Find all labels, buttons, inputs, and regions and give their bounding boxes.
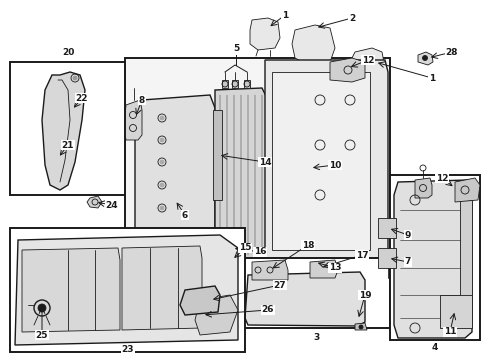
Text: 23: 23 — [122, 346, 134, 355]
Polygon shape — [417, 52, 432, 65]
Text: 25: 25 — [36, 330, 48, 339]
Text: 20: 20 — [61, 48, 74, 57]
Polygon shape — [10, 62, 125, 195]
Polygon shape — [22, 248, 120, 332]
Text: 21: 21 — [61, 140, 74, 149]
Polygon shape — [122, 246, 202, 330]
Polygon shape — [249, 18, 280, 50]
Polygon shape — [213, 110, 222, 200]
Polygon shape — [244, 272, 364, 326]
Polygon shape — [195, 295, 238, 335]
Text: 1: 1 — [428, 73, 434, 82]
Polygon shape — [264, 60, 387, 270]
Text: 3: 3 — [312, 333, 319, 342]
Polygon shape — [454, 178, 479, 202]
Polygon shape — [439, 295, 471, 328]
Text: 6: 6 — [182, 211, 188, 220]
Polygon shape — [329, 58, 364, 82]
Polygon shape — [414, 178, 431, 198]
Text: 12: 12 — [361, 55, 373, 64]
Polygon shape — [291, 25, 334, 65]
Text: 7: 7 — [404, 257, 410, 266]
Text: 5: 5 — [232, 44, 239, 53]
Polygon shape — [215, 250, 244, 278]
Polygon shape — [222, 80, 227, 88]
Text: 18: 18 — [301, 240, 314, 249]
Text: 24: 24 — [105, 201, 118, 210]
Text: 26: 26 — [261, 306, 274, 315]
Circle shape — [160, 116, 163, 120]
Polygon shape — [389, 175, 479, 340]
Text: 9: 9 — [404, 230, 410, 239]
Circle shape — [358, 325, 362, 329]
Text: 10: 10 — [328, 161, 341, 170]
Polygon shape — [15, 235, 238, 345]
Circle shape — [160, 183, 163, 187]
Text: 28: 28 — [445, 48, 457, 57]
Polygon shape — [10, 228, 244, 352]
Polygon shape — [135, 95, 215, 262]
Text: 16: 16 — [253, 248, 265, 256]
Circle shape — [160, 206, 163, 210]
Text: 2: 2 — [348, 14, 354, 23]
Circle shape — [38, 304, 46, 312]
Circle shape — [73, 76, 77, 80]
Polygon shape — [271, 72, 369, 250]
Text: 15: 15 — [238, 243, 251, 252]
Polygon shape — [231, 80, 238, 88]
Polygon shape — [125, 58, 389, 270]
Polygon shape — [251, 260, 287, 280]
Circle shape — [160, 160, 163, 164]
Polygon shape — [42, 72, 85, 190]
Polygon shape — [180, 286, 220, 315]
Text: 17: 17 — [355, 251, 367, 260]
Polygon shape — [309, 260, 337, 278]
Polygon shape — [242, 258, 389, 328]
Text: 8: 8 — [139, 95, 145, 104]
Polygon shape — [87, 196, 102, 208]
Polygon shape — [124, 100, 142, 140]
Circle shape — [422, 55, 427, 60]
Polygon shape — [393, 180, 471, 338]
Polygon shape — [354, 323, 366, 330]
Text: 1: 1 — [281, 10, 287, 19]
Polygon shape — [349, 48, 384, 80]
Text: 27: 27 — [273, 280, 286, 289]
Text: 14: 14 — [258, 158, 271, 166]
Polygon shape — [215, 88, 267, 260]
Polygon shape — [459, 200, 471, 325]
Text: 4: 4 — [431, 343, 437, 352]
Polygon shape — [377, 248, 395, 268]
Polygon shape — [244, 80, 249, 88]
Text: 19: 19 — [358, 291, 370, 300]
Text: 13: 13 — [328, 264, 341, 273]
Polygon shape — [377, 218, 395, 238]
Text: 22: 22 — [76, 94, 88, 103]
Text: 12: 12 — [435, 174, 447, 183]
Text: 11: 11 — [443, 328, 455, 337]
Circle shape — [160, 138, 163, 142]
